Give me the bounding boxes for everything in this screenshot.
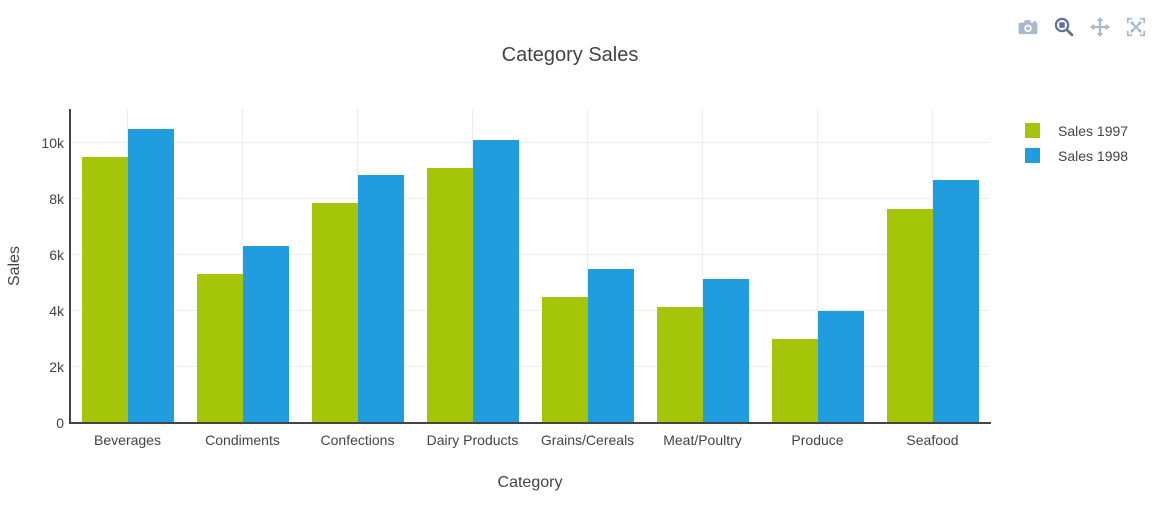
x-tick-label: Dairy Products bbox=[426, 432, 519, 448]
horizontal-gridline bbox=[70, 366, 990, 368]
horizontal-gridline bbox=[70, 310, 990, 312]
legend-label: Sales 1997 bbox=[1058, 122, 1129, 139]
modebar bbox=[1016, 15, 1148, 39]
y-tick-label: 8k bbox=[49, 190, 64, 207]
legend-swatch bbox=[1025, 148, 1040, 163]
bar[interactable] bbox=[426, 167, 473, 423]
bar[interactable] bbox=[656, 306, 703, 423]
x-axis-title: Category bbox=[497, 474, 563, 491]
y-tick-label: 10k bbox=[41, 134, 64, 151]
x-tick-label: Meat/Poultry bbox=[663, 432, 742, 448]
y-tick-label: 0 bbox=[56, 415, 64, 431]
horizontal-gridline bbox=[70, 142, 990, 144]
y-axis-line bbox=[69, 109, 71, 423]
x-tick-label: Produce bbox=[791, 432, 844, 448]
y-tick-label: 6k bbox=[49, 246, 64, 263]
bar[interactable] bbox=[81, 156, 128, 423]
bar[interactable] bbox=[587, 268, 634, 423]
bar[interactable] bbox=[357, 174, 404, 423]
y-axis-title: Sales bbox=[6, 245, 23, 287]
pan-icon[interactable] bbox=[1088, 15, 1112, 39]
y-tick-label: 2k bbox=[49, 358, 64, 375]
vertical-gridline bbox=[702, 109, 703, 423]
bar[interactable] bbox=[196, 274, 243, 423]
legend: Sales 1997 Sales 1998 bbox=[1025, 118, 1128, 168]
x-tick-label: Condiments bbox=[205, 432, 280, 448]
vertical-gridline bbox=[817, 109, 818, 423]
x-tick-label: Seafood bbox=[906, 432, 959, 448]
legend-item[interactable]: Sales 1997 bbox=[1025, 118, 1128, 143]
vertical-gridline bbox=[587, 109, 588, 423]
bar[interactable] bbox=[472, 139, 519, 423]
bar[interactable] bbox=[817, 310, 864, 423]
legend-label: Sales 1998 bbox=[1058, 147, 1129, 164]
bar[interactable] bbox=[886, 208, 933, 423]
zoom-icon[interactable] bbox=[1052, 15, 1076, 39]
horizontal-gridline bbox=[70, 198, 990, 200]
x-tick-label: Confections bbox=[320, 432, 395, 448]
bar[interactable] bbox=[702, 278, 749, 423]
bar[interactable] bbox=[541, 296, 588, 423]
bar[interactable] bbox=[242, 246, 289, 423]
camera-icon[interactable] bbox=[1016, 15, 1040, 39]
x-axis-line bbox=[69, 422, 991, 424]
legend-item[interactable]: Sales 1998 bbox=[1025, 143, 1128, 168]
x-tick-label: Grains/Cereals bbox=[540, 432, 635, 448]
bar[interactable] bbox=[311, 202, 358, 423]
horizontal-gridline bbox=[70, 254, 990, 256]
autoscale-icon[interactable] bbox=[1124, 15, 1148, 39]
chart-title: Category Sales bbox=[501, 44, 639, 66]
bar[interactable] bbox=[127, 128, 174, 423]
bar[interactable] bbox=[932, 180, 979, 423]
x-tick-label: Beverages bbox=[94, 432, 161, 448]
y-tick-label: 4k bbox=[49, 302, 64, 319]
bar[interactable] bbox=[771, 338, 818, 423]
legend-swatch bbox=[1025, 123, 1040, 138]
